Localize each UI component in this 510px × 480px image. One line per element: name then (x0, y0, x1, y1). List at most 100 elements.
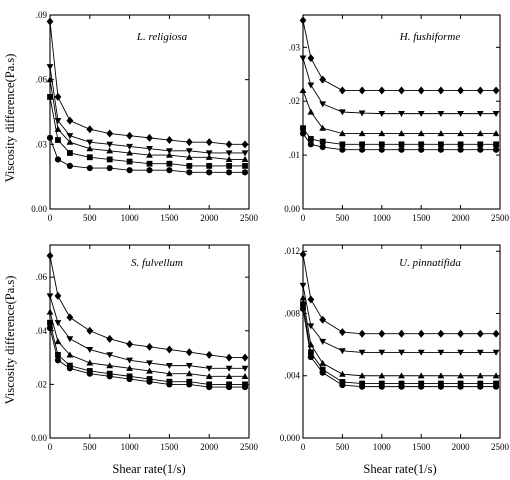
data-point-diamond (319, 75, 327, 84)
data-point-triangle-down (46, 293, 54, 300)
data-point-circle (319, 369, 326, 376)
data-point-circle (226, 169, 233, 176)
data-point-triangle-down (492, 349, 500, 356)
data-point-triangle-up (398, 372, 405, 379)
data-point-triangle-up (225, 372, 233, 379)
data-point-triangle-up (146, 151, 153, 158)
data-point-square (55, 137, 61, 143)
data-point-circle (186, 381, 193, 388)
data-point-triangle-up (166, 370, 173, 377)
data-point-triangle-down (126, 143, 133, 150)
x-tick-label: 2500 (240, 442, 259, 452)
y-tick-label: 0.000 (280, 433, 301, 443)
data-point-square (493, 141, 499, 148)
y-tick-label: .02 (36, 379, 47, 389)
data-point-circle (106, 373, 113, 380)
data-point-circle (66, 365, 73, 372)
data-point-square (359, 141, 365, 148)
data-point-triangle-down (299, 55, 307, 62)
data-point-square (477, 141, 484, 148)
data-point-square (378, 141, 385, 148)
data-point-triangle-up (66, 351, 74, 358)
data-point-diamond (307, 54, 315, 63)
data-point-circle (186, 169, 193, 176)
data-point-circle (398, 383, 405, 390)
x-tick-label: 2500 (491, 213, 510, 223)
data-point-diamond (358, 86, 366, 95)
data-point-triangle-up (437, 372, 445, 379)
x-tick-label: 1000 (121, 442, 140, 452)
data-point-diamond (398, 329, 405, 338)
data-point-triangle-down (307, 323, 315, 330)
data-point-circle (226, 383, 233, 391)
data-point-triangle-up (307, 108, 315, 115)
data-point-triangle-up (417, 372, 425, 379)
data-point-square (418, 380, 425, 387)
data-point-triangle-down (54, 320, 62, 327)
data-point-triangle-down (106, 352, 114, 359)
data-point-triangle-up (205, 153, 213, 160)
data-point-triangle-up (146, 367, 153, 374)
data-point-square (67, 150, 73, 156)
y-axis-label-top: Viscosity difference(Pa.s) (3, 54, 17, 183)
series-line-triangle-down (49, 66, 246, 154)
series-line-circle (302, 308, 497, 388)
data-point-triangle-down (166, 363, 173, 370)
data-point-triangle-up (54, 338, 62, 345)
data-point-triangle-down (358, 349, 366, 356)
series-line-square (49, 322, 246, 385)
y-tick-label: .008 (284, 308, 300, 318)
data-point-triangle-down (166, 148, 173, 155)
data-point-diamond (46, 251, 54, 260)
data-point-circle (86, 370, 93, 377)
data-point-square (378, 380, 385, 387)
data-point-square (146, 160, 153, 167)
data-point-triangle-up (241, 156, 249, 163)
y-tick-label: .004 (284, 371, 300, 381)
y-tick-label: 0.00 (31, 433, 47, 443)
data-point-square (186, 162, 193, 169)
x-tick-label: 1500 (160, 213, 179, 223)
data-point-square (438, 380, 444, 387)
data-point-circle (457, 383, 464, 390)
data-point-triangle-down (319, 338, 327, 345)
data-point-diamond (339, 328, 346, 337)
y-tick-label: .03 (36, 139, 48, 149)
data-point-square (319, 366, 326, 373)
data-point-diamond (46, 17, 54, 26)
data-point-triangle-down (241, 365, 249, 372)
data-point-square (319, 138, 326, 145)
panel-title: L. religiosa (136, 31, 188, 43)
data-point-diamond (126, 340, 133, 349)
data-point-square (493, 380, 499, 387)
x-tick-label: 2500 (240, 213, 259, 223)
data-point-diamond (476, 329, 484, 338)
series-line-diamond (49, 21, 246, 145)
data-point-triangle-down (417, 111, 425, 118)
data-point-square (477, 380, 484, 387)
data-point-diamond (185, 348, 193, 357)
data-point-diamond (146, 342, 153, 351)
x-tick-label: 2000 (452, 213, 471, 223)
data-point-circle (477, 383, 484, 390)
series-line-triangle-down (302, 285, 497, 353)
data-point-triangle-down (126, 357, 133, 364)
chart-panel-3: 0 500 1000 1500 2000 2500 0.00 .02 .04 .06 S. fulv… (31, 244, 259, 452)
data-point-diamond (378, 329, 386, 338)
x-axis-label-right: Shear rate(1/s) (363, 462, 436, 476)
y-tick-label: .01 (289, 150, 300, 160)
x-tick-label: 1000 (373, 213, 392, 223)
data-point-triangle-down (339, 109, 346, 116)
panel-title: H. fushiforme (399, 31, 461, 43)
data-point-diamond (205, 350, 213, 359)
y-tick-label: .03 (289, 42, 301, 52)
data-point-triangle-down (417, 349, 425, 356)
data-point-square (206, 162, 213, 169)
data-point-triangle-down (185, 148, 193, 155)
data-point-circle (299, 305, 307, 312)
data-point-circle (241, 383, 249, 391)
data-point-circle (437, 146, 444, 153)
data-point-square (55, 352, 61, 358)
data-point-triangle-up (476, 130, 484, 137)
data-point-diamond (225, 353, 233, 362)
